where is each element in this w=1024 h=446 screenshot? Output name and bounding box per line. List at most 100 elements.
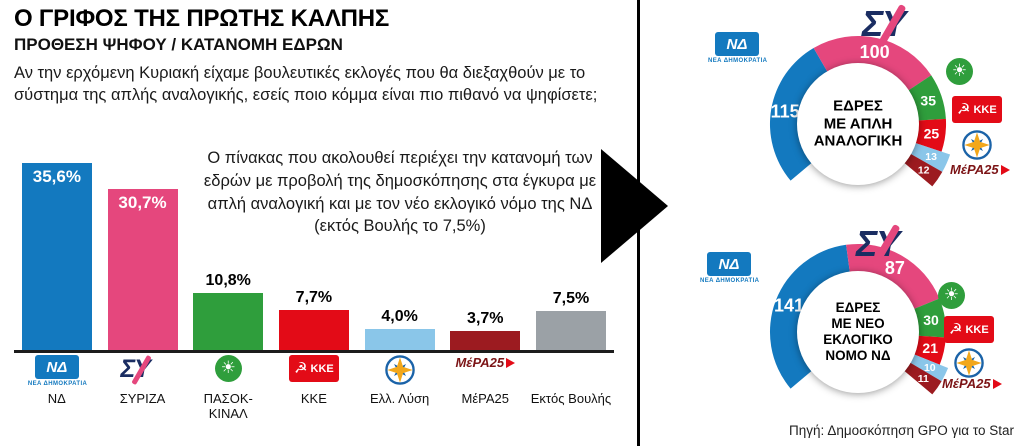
gauge2-value-pasok: 30	[923, 312, 939, 328]
syriza-logo-slot-g2: ΣΥ	[856, 223, 920, 270]
gauge2-segment-syriza	[846, 243, 940, 310]
gauge2-segment-kke	[913, 335, 946, 365]
table-note: Ο πίνακας που ακολουθεί περιέχει την κατ…	[203, 149, 597, 236]
mera25-wordmark: ΜέΡΑ25	[950, 162, 999, 177]
kke-logo: ☭ ΚΚΕ	[952, 96, 1002, 123]
bar-nd: 35,6%	[21, 163, 92, 350]
compass-icon	[384, 355, 415, 385]
gauge2-segment-el	[909, 354, 949, 382]
bar-value-kke: 7,7%	[295, 289, 333, 306]
party-label-syriza: ΣΥΡΙΖΑ	[119, 391, 166, 406]
hammer-sickle-icon: ☭	[957, 100, 971, 118]
compass-icon	[962, 130, 992, 160]
nd-flag-icon: ΝΔ	[715, 32, 759, 56]
syriza-logo: ΣΥ	[121, 354, 165, 387]
gauge2-title: ΕΔΡΕΣ ΜΕ ΝΕΟ ΕΚΛΟΓΙΚΟ ΝΟΜΟ ΝΔ	[823, 300, 893, 363]
bar-value-pasok: 10,8%	[205, 272, 251, 289]
gauge1-value-syriza: 100	[860, 42, 890, 62]
gauge1-value-nd: 115	[771, 102, 800, 122]
compass-icon	[954, 348, 984, 378]
chart-baseline	[14, 350, 614, 353]
bar-kke	[278, 310, 349, 350]
mera-logo-slot-g1: ΜέΡΑ25	[950, 162, 1010, 177]
pasok-logo-slot: ☀	[185, 350, 271, 392]
gauge2-value-syriza: 87	[885, 258, 905, 278]
nd-logo: ΝΔ ΝΕΑ ΔΗΜΟΚΡΑΤΙΑ	[27, 355, 88, 387]
mera25-logo: ΜέΡΑ25	[950, 162, 1010, 177]
nd-caption: ΝΕΑ ΔΗΜΟΚΡΑΤΙΑ	[700, 278, 760, 284]
gauge1-value-mera: 12	[918, 164, 930, 176]
gauge1-title: ΕΔΡΕΣ ΜΕ ΑΠΛΗ ΑΝΑΛΟΓΙΚΗ	[813, 97, 903, 150]
party-label-pasok: ΠΑΣΟΚ-ΚΙΝΑΛ	[203, 391, 253, 421]
pasok-logo: ☀	[214, 355, 242, 382]
nd-flag-icon: ΝΔ	[34, 355, 79, 379]
party-label-mera: ΜέΡΑ25	[461, 391, 510, 406]
sun-icon: ☀	[943, 285, 960, 305]
mera25-wordmark: ΜέΡΑ25	[942, 376, 991, 391]
el-logo-slot	[357, 350, 443, 392]
nd-logo-slot: ΝΔ ΝΕΑ ΔΗΜΟΚΡΑΤΙΑ	[14, 350, 100, 392]
bar-el	[364, 329, 435, 350]
mera25-logo: ΜέΡΑ25	[455, 355, 516, 370]
kke-abbr: ΚΚΕ	[973, 103, 997, 116]
nd-logo-slot-g1: ΝΔ ΝΕΑ ΔΗΜΟΚΡΑΤΙΑ	[708, 32, 768, 64]
gauge1-segment-mera	[904, 153, 943, 187]
gauge2-segment-pasok	[913, 298, 946, 338]
nd-flag-icon: ΝΔ	[707, 252, 751, 276]
bar-ektos	[535, 311, 606, 350]
bar-column-ektos: 7,5% Εκτός Βουλής	[528, 152, 614, 421]
poll-question: Αν την ερχόμενη Κυριακή είχαμε βουλευτικ…	[14, 64, 598, 105]
gauge-center-disc	[797, 271, 919, 393]
bar-value-el: 4,0%	[381, 308, 418, 325]
mera-logo-slot-g2: ΜέΡΑ25	[942, 376, 1002, 391]
nd-logo-slot-g2: ΝΔ ΝΕΑ ΔΗΜΟΚΡΑΤΙΑ	[700, 252, 760, 284]
gauge1-segment-syriza	[813, 35, 932, 91]
party-label-nd: ΝΔ	[47, 391, 66, 406]
bar-value-ektos: 7,5%	[552, 290, 590, 307]
mera25-arrow-icon	[506, 357, 516, 368]
gauge1-segment-kke	[915, 118, 947, 152]
mera25-arrow-icon	[992, 378, 1002, 389]
gauge2-value-nd: 141	[774, 296, 804, 316]
gauge-simple-proportional: 115 100 35 25 13 12 ΕΔΡΕΣ ΜΕ ΑΠΛΗ ΑΝΑΛΟΓΙΚΗ	[740, 28, 976, 200]
pasok-logo-slot-g2: ☀	[938, 282, 965, 309]
kke-logo-slot: ☭ ΚΚΕ	[271, 350, 357, 392]
nd-caption: ΝΕΑ ΔΗΜΟΚΡΑΤΙΑ	[708, 58, 768, 64]
bar-column-el: 4,0% Ελλ. Λύση	[357, 152, 443, 421]
bar-pasok	[193, 293, 264, 350]
bar-column-pasok: 10,8% ☀ ΠΑΣΟΚ-ΚΙΝΑΛ	[185, 152, 271, 421]
mera25-wordmark: ΜέΡΑ25	[455, 355, 505, 370]
bar-value-nd: 35,6%	[32, 167, 81, 186]
bar-syriza: 30,7%	[107, 189, 178, 350]
sun-icon: ☀	[220, 358, 236, 378]
party-label-ektos: Εκτός Βουλής	[530, 391, 612, 406]
gauge1-value-el: 13	[925, 151, 937, 163]
syriza-logo: ΣΥ	[862, 3, 926, 50]
bar-column-kke: 7,7% ☭ ΚΚΕ ΚΚΕ	[271, 152, 357, 421]
bar-mera	[450, 331, 521, 350]
hammer-sickle-icon: ☭	[949, 320, 963, 338]
gauge2-value-mera: 11	[918, 373, 929, 385]
kke-logo: ☭ ΚΚΕ	[289, 355, 339, 382]
gauge1-value-kke: 25	[924, 126, 940, 142]
kke-abbr: ΚΚΕ	[965, 323, 989, 336]
gauge1-segment-nd	[769, 48, 828, 181]
mera-logo-slot: ΜέΡΑ25	[442, 350, 528, 392]
gauge1-segment-pasok	[907, 75, 946, 121]
pasok-logo: ☀	[938, 282, 965, 309]
kke-logo: ☭ ΚΚΕ	[944, 316, 994, 343]
pasok-logo: ☀	[946, 58, 973, 85]
bar-column-mera: 3,7% ΜέΡΑ25 ΜέΡΑ25	[442, 152, 528, 421]
hellenic-solution-logo	[962, 130, 992, 160]
ektos-logo-slot	[528, 350, 614, 392]
bar-column-nd: 35,6% ΝΔ ΝΕΑ ΔΗΜΟΚΡΑΤΙΑ ΝΔ	[14, 152, 100, 421]
kke-abbr: ΚΚΕ	[310, 362, 334, 375]
nd-caption: ΝΕΑ ΔΗΜΟΚΡΑΤΙΑ	[27, 381, 88, 387]
party-label-kke: ΚΚΕ	[300, 391, 327, 406]
mera25-logo: ΜέΡΑ25	[942, 376, 1002, 391]
gauge2-segment-mera	[904, 362, 942, 395]
party-label-el: Ελλ. Λύση	[369, 391, 430, 406]
kke-logo-slot-g2: ☭ ΚΚΕ	[944, 316, 994, 343]
el-logo-slot-g1	[962, 130, 992, 160]
